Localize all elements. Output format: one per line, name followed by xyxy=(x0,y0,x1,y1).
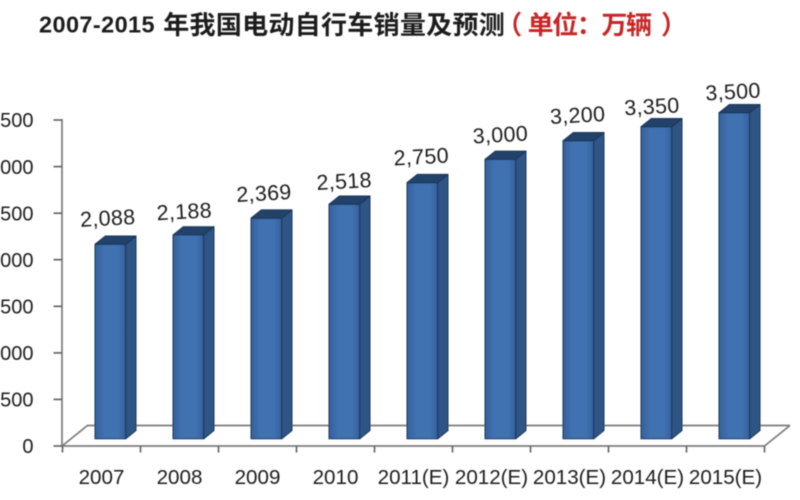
svg-text:0: 0 xyxy=(22,436,33,458)
svg-text:2,000: 2,000 xyxy=(0,250,34,272)
svg-text:3,350: 3,350 xyxy=(624,93,680,120)
svg-text:2014(E): 2014(E) xyxy=(611,466,684,489)
svg-text:2,188: 2,188 xyxy=(156,198,212,225)
svg-text:3,000: 3,000 xyxy=(0,157,34,179)
svg-text:500: 500 xyxy=(0,390,33,412)
svg-text:2009: 2009 xyxy=(235,466,281,489)
svg-text:2,750: 2,750 xyxy=(393,144,449,171)
svg-text:2,369: 2,369 xyxy=(236,180,292,207)
svg-text:2012(E): 2012(E) xyxy=(455,466,528,489)
svg-text:3,000: 3,000 xyxy=(472,122,528,149)
svg-text:2,500: 2,500 xyxy=(0,203,34,225)
svg-text:2013(E): 2013(E) xyxy=(533,466,606,489)
svg-text:2,518: 2,518 xyxy=(316,168,372,195)
svg-text:1,000: 1,000 xyxy=(0,343,34,365)
svg-text:2007: 2007 xyxy=(79,466,125,489)
svg-text:2010: 2010 xyxy=(313,466,359,489)
svg-text:3,500: 3,500 xyxy=(0,110,34,132)
svg-text:2008: 2008 xyxy=(157,466,203,489)
svg-text:2,088: 2,088 xyxy=(80,205,136,232)
svg-text:2015(E): 2015(E) xyxy=(689,466,762,489)
svg-text:2011(E): 2011(E) xyxy=(378,466,450,489)
svg-text:1,500: 1,500 xyxy=(0,297,34,319)
svg-text:2007-2015: 2007-2015 xyxy=(39,12,155,38)
svg-text:3,200: 3,200 xyxy=(549,102,605,129)
svg-text:3,500: 3,500 xyxy=(705,79,761,106)
